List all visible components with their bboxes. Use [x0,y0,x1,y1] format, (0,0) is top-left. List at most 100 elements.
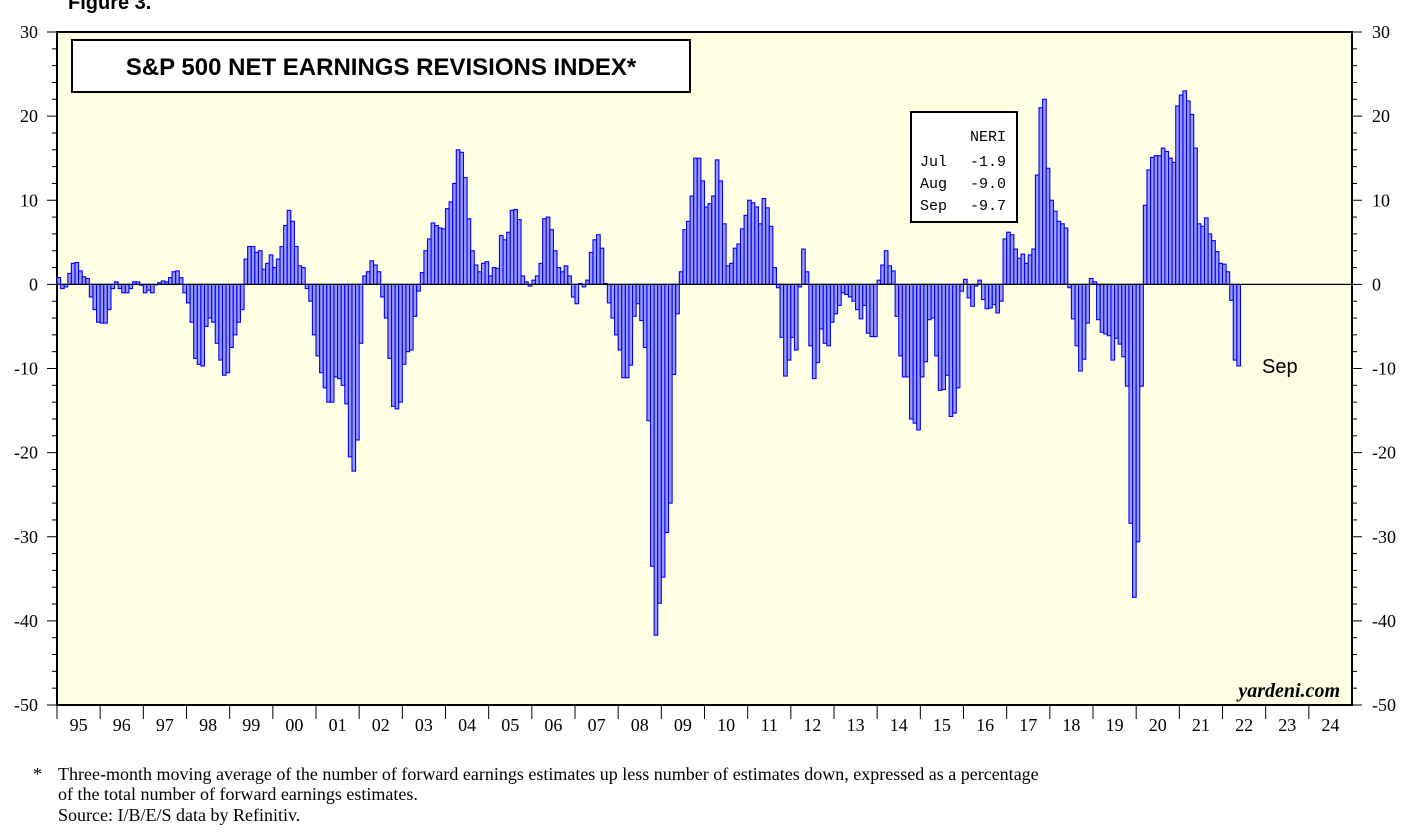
x-tick-label: 11 [761,715,778,735]
x-tick-label: 07 [588,715,606,735]
bar [376,271,382,285]
bar [1225,271,1231,285]
x-tick-label: 16 [976,715,994,735]
x-tick-label: 14 [890,715,908,735]
y-tick-label-left: 30 [20,22,38,42]
y-tick-label-left: 0 [29,274,38,294]
watermark: yardeni.com [1236,680,1340,702]
y-tick-label-left: -50 [14,695,38,715]
legend-box [910,111,1018,223]
chart-title: S&P 500 NET EARNINGS REVISIONS INDEX* [126,54,637,81]
bar [793,283,799,351]
sep-annotation: Sep [1262,356,1298,378]
y-tick-label-left: 10 [20,190,38,210]
legend-month: Jul [920,154,947,171]
footnote-line2: of the total number of forward earnings … [58,784,418,804]
y-tick-label-left: -10 [14,359,38,379]
bar [110,283,116,290]
x-tick-label: 03 [415,715,433,735]
bar [998,283,1004,302]
x-tick-label: 15 [933,715,951,735]
bar [959,283,965,292]
x-tick-label: 01 [329,715,347,735]
x-tick-label: 06 [544,715,562,735]
bar [1236,283,1242,367]
y-tick-label-left: 20 [20,106,38,126]
plot-area [56,31,1353,706]
x-tick-label: 95 [70,715,88,735]
bar [772,266,777,285]
y-tick-label-left: -30 [14,527,38,547]
legend-month: Sep [920,198,947,215]
bar [358,283,364,344]
title-box [71,39,691,93]
bar [416,283,421,292]
x-tick-label: 99 [242,715,260,735]
y-tick-label-right: -10 [1372,359,1396,379]
x-tick-label: 20 [1149,715,1167,735]
x-tick-label: 24 [1321,715,1339,735]
bar [56,277,62,285]
bar [599,247,605,285]
figure-label: Figure 3. [68,0,152,14]
bar [85,277,90,285]
x-tick-label: 09 [674,715,692,735]
x-tick-label: 23 [1278,715,1296,735]
x-tick-label: 21 [1192,715,1210,735]
footnote-source: Source: I/B/E/S data by Refinitiv. [58,805,301,825]
x-tick-label: 00 [285,715,303,735]
y-tick-label-right: -40 [1372,611,1396,631]
bar [675,283,680,315]
y-tick-label-right: -30 [1372,527,1396,547]
x-tick-label: 08 [631,715,649,735]
footnote-line1: Three-month moving average of the number… [58,764,1039,784]
y-tick-label-right: -50 [1372,695,1396,715]
x-tick-label: 05 [501,715,519,735]
legend-header: NERI [970,129,1006,146]
bar [955,283,961,389]
x-tick-label: 12 [803,715,821,735]
x-tick-label: 97 [156,715,174,735]
legend-value: -1.9 [970,154,1006,171]
legend-table: NERI Jul -1.9 Aug -9.0 Sep -9.7 [920,129,1006,215]
y-tick-label-right: -20 [1372,443,1396,463]
legend-value: -9.7 [970,198,1006,215]
bar [891,270,896,285]
x-tick-label: 22 [1235,715,1253,735]
bar [301,266,306,285]
bar [574,283,580,305]
x-tick-label: 96 [113,715,131,735]
bar [962,278,968,285]
x-tick-label: 02 [372,715,390,735]
bar [1085,283,1090,324]
x-tick-label: 19 [1106,715,1124,735]
bar [873,283,878,338]
y-tick-label-right: 0 [1372,274,1381,294]
y-tick-label-left: -40 [14,611,38,631]
x-tick-label: 04 [458,715,476,735]
y-tick-label-right: 20 [1372,106,1390,126]
bar [239,283,245,311]
bar [804,271,810,285]
x-tick-label: 98 [199,715,217,735]
bar [1139,283,1144,387]
x-tick-label: 18 [1062,715,1080,735]
y-tick-label-right: 30 [1372,22,1390,42]
y-tick-label-right: 10 [1372,190,1390,210]
bar [977,279,983,285]
bar [149,283,155,294]
x-tick-label: 13 [847,715,865,735]
y-tick-label-left: -20 [14,443,38,463]
legend-value: -9.0 [970,176,1006,193]
bar [567,275,572,285]
footnote-marker: * [33,764,42,784]
bar [516,219,522,285]
legend-month: Aug [920,176,947,193]
bar [128,283,134,290]
bar [178,277,184,285]
x-tick-label: 17 [1019,715,1037,735]
x-tick-label: 10 [717,715,735,735]
bar [970,283,975,307]
bar [1063,227,1069,285]
